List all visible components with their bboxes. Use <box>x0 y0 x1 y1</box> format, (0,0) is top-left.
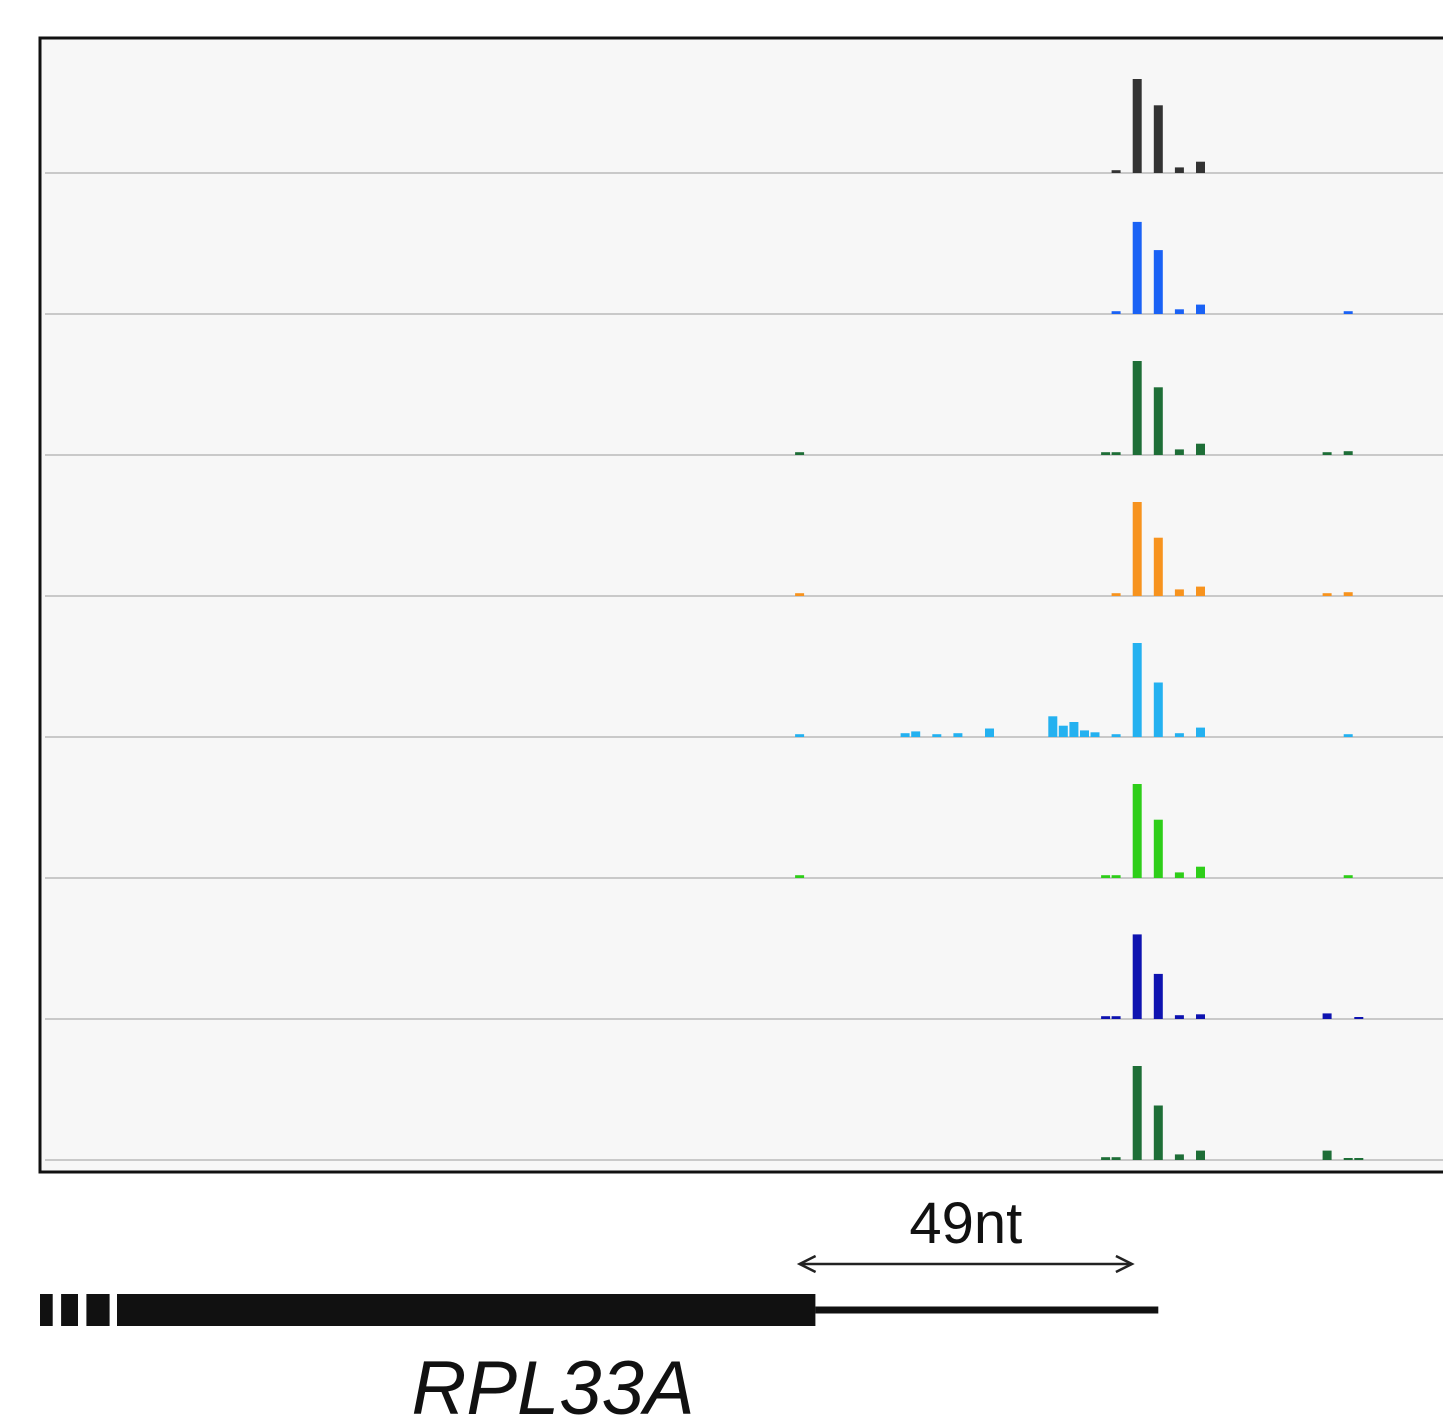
track-3 <box>45 361 1443 456</box>
coverage-bar <box>1322 1013 1332 1019</box>
coverage-bar <box>795 734 805 737</box>
coding-exon <box>117 1294 816 1326</box>
coverage-bar <box>1343 311 1353 314</box>
coverage-bar <box>1132 502 1142 596</box>
coverage-bar <box>1111 734 1121 737</box>
utr-segment <box>86 1294 110 1326</box>
track-5 <box>45 643 1443 738</box>
coverage-bar <box>1058 725 1068 737</box>
coverage-bar <box>1101 1016 1111 1019</box>
coverage-bar <box>1174 1015 1184 1019</box>
gene-model <box>40 1294 1159 1326</box>
coverage-bar <box>1101 1157 1111 1160</box>
coverage-bar <box>1090 732 1100 737</box>
coverage-bar <box>900 733 910 737</box>
coverage-bar <box>1174 167 1184 173</box>
coverage-bar <box>1111 170 1121 173</box>
coverage-bar <box>1153 250 1163 314</box>
coverage-bar <box>1196 586 1205 596</box>
coverage-bar <box>1196 866 1205 878</box>
coverage-bar <box>795 593 805 596</box>
track-stack <box>45 79 1443 1161</box>
coverage-bar <box>1153 537 1163 596</box>
track-8 <box>45 1066 1443 1161</box>
coverage-bar <box>1153 973 1163 1019</box>
coverage-bar <box>1132 934 1142 1019</box>
coverage-bar <box>1153 1105 1163 1160</box>
coverage-bar <box>1153 387 1163 455</box>
coverage-bar <box>1174 733 1184 737</box>
coverage-bar <box>1111 875 1121 878</box>
coverage-bar <box>1153 682 1163 737</box>
track-7 <box>45 934 1443 1020</box>
track-panel <box>38 36 1443 1174</box>
coverage-bar <box>1354 1017 1364 1019</box>
coverage-bar <box>1196 161 1205 173</box>
coverage-bar <box>1101 452 1111 455</box>
coverage-bar <box>1111 1157 1121 1160</box>
coverage-bar <box>1354 1158 1364 1160</box>
coverage-bar <box>1196 443 1205 455</box>
track-4 <box>45 502 1443 597</box>
coverage-bar <box>1132 643 1142 737</box>
coverage-bar <box>1322 1150 1332 1160</box>
coverage-bar <box>1069 722 1079 737</box>
coverage-bar <box>1111 311 1121 314</box>
coverage-bar <box>1343 1158 1353 1160</box>
track-2 <box>45 221 1443 315</box>
coverage-bar <box>1322 452 1332 455</box>
coverage-bar <box>1343 451 1353 455</box>
distance-arrowhead-left <box>796 1254 817 1274</box>
coverage-bar <box>1111 452 1121 455</box>
coverage-bar <box>953 733 963 737</box>
coverage-bar <box>1111 593 1121 596</box>
coverage-bar <box>932 734 942 737</box>
distance-annotation: 49nt <box>796 1191 1135 1274</box>
coverage-bar <box>1132 79 1142 173</box>
coverage-bar <box>1174 309 1184 314</box>
coverage-bar <box>1132 784 1142 878</box>
gene-label: RPL33A <box>411 1346 694 1419</box>
utr-segment <box>40 1294 53 1326</box>
coverage-bar <box>1174 1154 1184 1160</box>
coverage-bar <box>1343 734 1353 737</box>
coverage-bar <box>1343 875 1353 878</box>
distance-label: 49nt <box>909 1191 1022 1256</box>
coverage-bar <box>795 875 805 878</box>
distance-arrowhead-right <box>1115 1254 1135 1274</box>
utr-segment <box>61 1294 78 1326</box>
coverage-bar <box>1132 1066 1142 1160</box>
coverage-bar <box>1132 361 1142 455</box>
coverage-bar <box>1174 589 1184 596</box>
coverage-bar <box>911 731 921 737</box>
coverage-bar <box>1196 1150 1205 1160</box>
coverage-bar <box>1101 875 1111 878</box>
track-1 <box>45 79 1443 174</box>
coverage-bar <box>1153 105 1163 173</box>
coverage-bar <box>1132 221 1142 314</box>
coverage-bar <box>1196 1014 1205 1019</box>
coverage-bar <box>1080 730 1089 737</box>
track-6 <box>45 784 1443 879</box>
coverage-bar <box>1048 716 1058 737</box>
coverage-bar <box>1111 1016 1121 1019</box>
coverage-bar <box>1343 592 1353 596</box>
coverage-bar <box>985 728 994 737</box>
coverage-bar <box>1196 304 1205 314</box>
coverage-bar <box>1196 727 1205 737</box>
coverage-bar <box>1153 819 1163 878</box>
coverage-bar <box>1174 449 1184 455</box>
coverage-bar <box>795 452 805 455</box>
coverage-bar <box>1322 593 1332 596</box>
coverage-bar <box>1174 872 1184 878</box>
